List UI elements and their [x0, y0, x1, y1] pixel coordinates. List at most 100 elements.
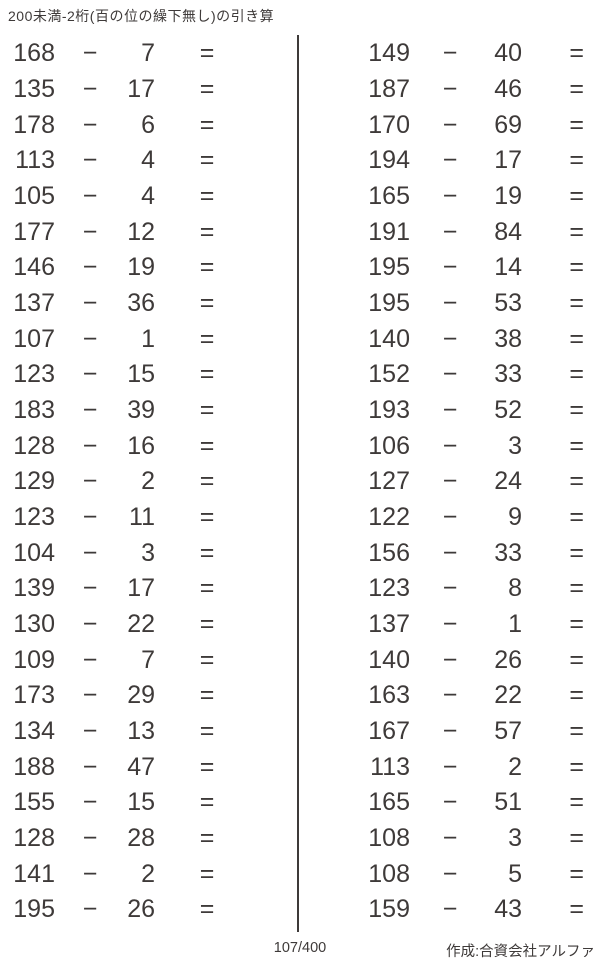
problem-row: 194 − 17 =: [299, 143, 600, 179]
problem-row: 187 − 46 =: [299, 72, 600, 108]
subtrahend: 7: [141, 39, 155, 68]
minus-sign: −: [82, 182, 98, 211]
equals-sign: =: [569, 253, 584, 282]
subtrahend: 1: [141, 324, 155, 353]
minus-sign: −: [442, 574, 458, 603]
minus-sign: −: [82, 217, 98, 246]
problem-row: 140 − 26 =: [299, 642, 600, 678]
minuend: 152: [368, 360, 410, 389]
subtrahend: 17: [494, 146, 522, 175]
subtrahend: 4: [141, 182, 155, 211]
minuend: 129: [13, 467, 55, 496]
equals-sign: =: [199, 538, 215, 567]
minus-sign: −: [82, 681, 98, 710]
subtrahend: 11: [129, 503, 155, 532]
minus-sign: −: [442, 824, 458, 853]
subtrahend: 28: [127, 824, 155, 853]
minus-sign: −: [82, 503, 98, 532]
equals-sign: =: [569, 574, 584, 603]
minuend: 113: [15, 146, 55, 175]
footer: 107/400 作成:合資会社アルファ: [0, 940, 600, 964]
minuend: 195: [13, 895, 55, 924]
problem-row: 123− 11 =: [0, 500, 297, 536]
minus-sign: −: [442, 645, 458, 674]
subtrahend: 24: [494, 467, 522, 496]
equals-sign: =: [199, 645, 215, 674]
minus-sign: −: [82, 859, 98, 888]
subtrahend: 33: [494, 360, 522, 389]
equals-sign: =: [569, 610, 584, 639]
minus-sign: −: [82, 146, 98, 175]
minus-sign: −: [82, 610, 98, 639]
problem-row: 195 − 14 =: [299, 250, 600, 286]
subtrahend: 43: [494, 895, 522, 924]
problems-column-right: 149−40 = 187−46 = 170−69 = 194−17 = 165−19 = 191−8…: [299, 36, 600, 928]
problem-row: 129− 2 =: [0, 464, 297, 500]
minuend: 191: [368, 217, 410, 246]
problem-row: 141− 2 =: [0, 856, 297, 892]
minus-sign: −: [82, 360, 98, 389]
equals-sign: =: [199, 503, 215, 532]
equals-sign: =: [569, 431, 584, 460]
problem-row: 170 − 69 =: [299, 107, 600, 143]
subtrahend: 38: [494, 324, 522, 353]
problem-row: 104− 3 =: [0, 535, 297, 571]
equals-sign: =: [569, 895, 584, 924]
subtrahend: 29: [127, 681, 155, 710]
minuend: 122: [368, 503, 410, 532]
equals-sign: =: [569, 217, 584, 246]
minuend: 165: [368, 788, 410, 817]
subtrahend: 12: [127, 217, 155, 246]
problem-row: 137 − 1 =: [299, 607, 600, 643]
problem-row: 127 − 24 =: [299, 464, 600, 500]
minuend: 183: [13, 396, 55, 425]
subtrahend: 22: [494, 681, 522, 710]
minus-sign: −: [442, 467, 458, 496]
equals-sign: =: [569, 110, 584, 139]
subtrahend: 17: [127, 75, 155, 103]
subtrahend: 19: [127, 253, 155, 282]
minuend: 195: [368, 253, 410, 282]
minuend: 127: [368, 467, 410, 496]
equals-sign: =: [569, 182, 584, 211]
minus-sign: −: [82, 289, 98, 318]
minuend: 139: [13, 574, 55, 603]
minus-sign: −: [82, 467, 98, 496]
minuend: 159: [368, 895, 410, 924]
subtrahend: 13: [127, 717, 155, 746]
subtrahend: 69: [494, 110, 522, 139]
problem-row: 188−47 =: [0, 749, 297, 785]
problem-row: 168− 7 =: [0, 36, 297, 72]
equals-sign: =: [199, 431, 215, 460]
problem-row: 128−16 =: [0, 428, 297, 464]
problem-row: 122 − 9 =: [299, 500, 600, 536]
minuend: 170: [368, 110, 410, 139]
subtrahend: 15: [127, 788, 155, 817]
minus-sign: −: [442, 75, 458, 103]
minus-sign: −: [82, 752, 98, 781]
subtrahend: 40: [494, 39, 522, 68]
problem-row: 108 − 5 =: [299, 856, 600, 892]
minus-sign: −: [82, 39, 98, 68]
page-number: 107/400: [273, 940, 327, 956]
minus-sign: −: [442, 360, 458, 389]
minuend: 128: [13, 824, 55, 853]
problem-row: 152 − 33 =: [299, 357, 600, 393]
minus-sign: −: [442, 788, 458, 817]
minus-sign: −: [82, 717, 98, 746]
minus-sign: −: [442, 396, 458, 425]
minus-sign: −: [442, 146, 458, 175]
equals-sign: =: [199, 324, 215, 353]
minuend: 104: [13, 538, 55, 567]
credit-text: 作成:合資会社アルファ: [446, 944, 595, 960]
subtrahend: 7: [141, 645, 155, 674]
minuend: 128: [13, 431, 55, 460]
subtrahend: 3: [508, 431, 522, 460]
minus-sign: −: [442, 324, 458, 353]
subtrahend: 36: [127, 289, 155, 318]
minuend: 193: [368, 396, 410, 425]
equals-sign: =: [569, 717, 584, 746]
minuend: 173: [13, 681, 55, 710]
problem-row: 155−15 =: [0, 785, 297, 821]
equals-sign: =: [569, 859, 584, 888]
